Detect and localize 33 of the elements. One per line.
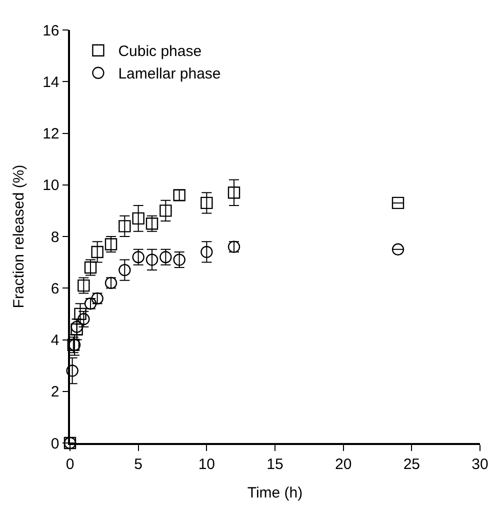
x-tick-label: 5 [134,456,142,473]
x-tick-label: 10 [198,456,216,473]
x-tick-label: 30 [472,456,488,473]
point [200,196,213,210]
legend-label: Lamellar phase [118,66,221,83]
y-tick-label: 4 [50,332,60,349]
point [91,246,104,258]
x-tick-label: 15 [266,456,284,473]
y-tick-label: 12 [42,126,60,142]
point [66,364,78,377]
point [392,196,404,210]
y-axis-title: Fraction released (%) [10,164,28,308]
point [392,243,404,256]
y-tick-label: 2 [50,384,60,401]
y-tick-label: 14 [42,74,60,91]
y-tick-label: 0 [50,435,60,452]
y-tick-label: 8 [50,228,60,246]
x-tick-label: 25 [403,456,420,473]
y-tick-label: 10 [42,177,60,194]
point [146,254,158,266]
x-axis-title: Time (h) [247,484,303,502]
point [200,246,213,258]
y-tick-label: 16 [42,22,60,40]
y-tick-label: 6 [50,280,60,298]
point [74,308,86,320]
point [118,264,131,276]
point [118,220,131,232]
x-tick-label: 20 [334,456,352,473]
point [132,212,144,225]
point [160,204,172,217]
point [228,186,240,199]
legend-label: Cubic phase [118,43,202,60]
x-tick-label: 0 [66,456,74,473]
